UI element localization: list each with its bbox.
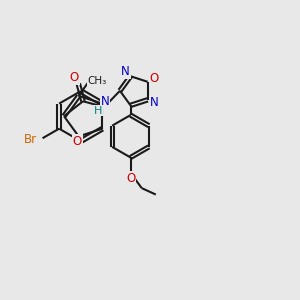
Text: O: O [73, 135, 82, 148]
Text: H: H [94, 106, 102, 116]
Text: O: O [126, 172, 135, 184]
Text: N: N [121, 65, 130, 78]
Text: O: O [149, 72, 159, 85]
Text: CH₃: CH₃ [88, 76, 107, 86]
Text: N: N [100, 95, 109, 108]
Text: O: O [70, 71, 79, 84]
Text: Br: Br [24, 133, 37, 146]
Text: N: N [150, 96, 158, 109]
